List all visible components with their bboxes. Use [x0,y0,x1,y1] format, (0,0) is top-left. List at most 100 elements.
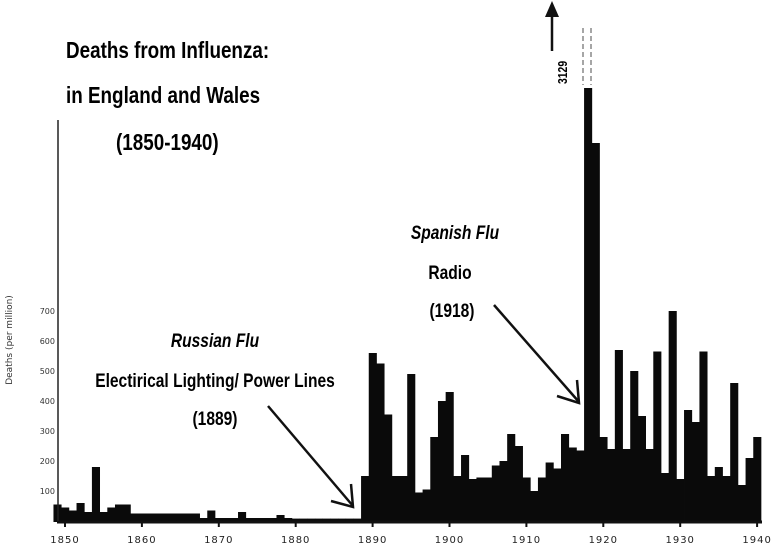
bar-1853 [84,512,93,522]
bar-1870 [214,518,224,522]
y-tick-label-300: 300 [40,427,55,436]
bar-1909 [514,446,523,522]
bar-1903 [468,479,477,522]
bar-1940 [753,437,762,522]
bar-1906 [491,465,500,522]
bar-1878 [276,515,285,522]
bar-1891 [376,363,385,522]
bar-1912 [537,477,547,522]
bar-1889 [361,476,370,522]
bar-1881 [299,518,308,522]
bar-1932 [691,422,700,522]
bar-1907 [499,461,508,522]
x-tick-label-1860: 1860 [127,535,156,546]
arrow-spanish [493,304,581,405]
bar-1880 [291,518,300,522]
bar-1857 [114,504,124,522]
bar-1902 [461,455,470,522]
bar-1873 [238,512,247,522]
bar-1868 [199,518,208,522]
bar-1890 [368,353,377,522]
bar-1900 [445,392,454,522]
bar-1918 [584,88,593,522]
bar-1910 [522,477,531,522]
y-tick-label-200: 200 [40,457,55,466]
bar-1895 [407,374,416,522]
bar-1877 [268,518,277,522]
x-tick-label-1920: 1920 [589,535,618,546]
bar-1919 [591,143,600,522]
annotation-russian-line2: (1889) [192,408,237,430]
title-line-3: (1850-1940) [116,130,219,155]
y-tick-label-400: 400 [40,397,55,406]
bar-1862 [153,513,162,522]
bar-1930 [676,479,685,522]
bar-1939 [745,458,754,522]
bar-1869 [207,510,216,522]
bar-1920 [599,437,608,522]
annotation-russian-title: Russian Flu [171,330,260,352]
y-axis-label: Deaths (per million) [5,295,15,385]
bar-1937 [730,383,739,522]
bar-1893 [391,476,400,522]
bar-1854 [91,467,101,522]
bar-1911 [530,491,539,522]
bar-1904 [476,477,485,522]
bar-1896 [414,492,423,522]
bar-1858 [122,504,131,522]
bar-1892 [384,414,393,522]
bar-1865 [176,513,185,522]
bar-1887 [345,518,354,522]
bar-1876 [261,518,270,522]
bar-1928 [660,473,670,522]
bar-1867 [191,513,200,522]
bar-1851 [68,510,77,522]
bar-1886 [337,518,347,522]
bar-1856 [107,507,116,522]
annotation-spanish-title: Spanish Flu [411,222,500,244]
bar-1921 [607,449,616,522]
bar-1875 [253,518,262,522]
bar-1872 [230,518,239,522]
bar-1938 [737,485,746,522]
bar-1931 [684,410,693,522]
title-line-2: in England and Wales [66,83,260,108]
bar-1929 [668,311,677,522]
bar-1874 [245,518,254,522]
y-tick-label-600: 600 [40,337,55,346]
bar-1863 [161,513,170,522]
x-tick-label-1890: 1890 [358,535,387,546]
bar-1897 [422,489,431,522]
bar-1884 [322,518,331,522]
bar-1899 [437,401,447,522]
bar-1859 [130,513,139,522]
bar-1935 [714,467,723,522]
x-tick-label-1930: 1930 [665,535,694,546]
bar-1860 [138,513,147,522]
arrow-russian [267,405,355,509]
bar-1925 [637,416,646,522]
bar-1871 [222,518,231,522]
bar-1866 [184,513,193,522]
annotation-spanish-line2: (1918) [429,300,474,322]
bar-1888 [353,518,362,522]
y-tick-label-700: 700 [40,307,55,316]
bar-1914 [553,468,562,522]
bar-1879 [284,518,293,522]
bar-1861 [145,513,154,522]
bar-1927 [653,351,662,522]
bar-1901 [453,476,462,522]
truncation-arrow [545,1,559,51]
bar-1934 [707,476,716,522]
truncation-dashes [582,28,592,85]
x-tick-label-1900: 1900 [435,535,464,546]
x-tick-label-1940: 1940 [742,535,771,546]
bar-1894 [399,476,408,522]
bar-1923 [622,449,631,522]
bar-1936 [722,476,731,522]
bars [53,88,762,522]
title-line-1: Deaths from Influenza: [66,38,269,63]
bar-1922 [614,350,623,522]
bar-1913 [545,462,554,522]
